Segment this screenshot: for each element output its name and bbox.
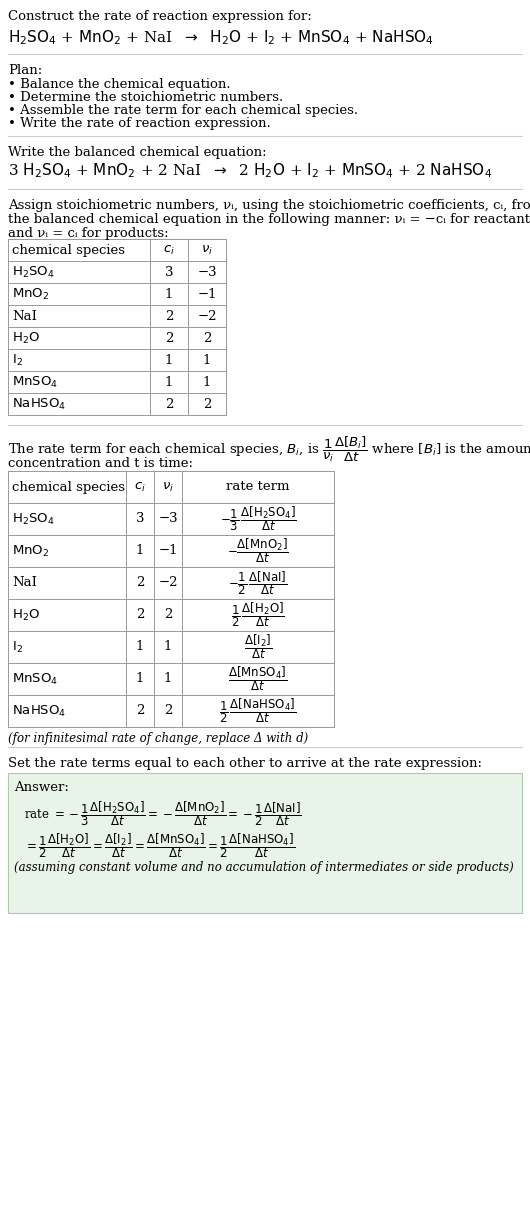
Text: −3: −3 <box>158 512 178 525</box>
Text: $\dfrac{1}{2}\,\dfrac{\Delta[\mathrm{NaHSO_4}]}{\Delta t}$: $\dfrac{1}{2}\,\dfrac{\Delta[\mathrm{NaH… <box>219 697 297 725</box>
Text: • Write the rate of reaction expression.: • Write the rate of reaction expression. <box>8 117 271 130</box>
Text: • Determine the stoichiometric numbers.: • Determine the stoichiometric numbers. <box>8 91 283 104</box>
Text: 3: 3 <box>136 512 144 525</box>
Text: $\mathrm{MnO_2}$: $\mathrm{MnO_2}$ <box>12 286 49 302</box>
Text: 2: 2 <box>164 704 172 718</box>
Text: Answer:: Answer: <box>14 782 69 794</box>
Text: Construct the rate of reaction expression for:: Construct the rate of reaction expressio… <box>8 10 312 23</box>
Text: 2: 2 <box>203 331 211 344</box>
Text: (assuming constant volume and no accumulation of intermediates or side products): (assuming constant volume and no accumul… <box>14 861 514 875</box>
Text: (for infinitesimal rate of change, replace Δ with d): (for infinitesimal rate of change, repla… <box>8 732 308 745</box>
Text: $\mathrm{MnO_2}$: $\mathrm{MnO_2}$ <box>12 544 49 558</box>
Text: 1: 1 <box>165 376 173 389</box>
Text: NaI: NaI <box>12 576 37 590</box>
Text: 1: 1 <box>203 354 211 366</box>
Text: $\mathrm{H_2SO_4}$: $\mathrm{H_2SO_4}$ <box>12 511 55 527</box>
Text: 1: 1 <box>165 354 173 366</box>
Text: NaI: NaI <box>12 309 37 323</box>
Text: • Assemble the rate term for each chemical species.: • Assemble the rate term for each chemic… <box>8 104 358 117</box>
Text: 2: 2 <box>136 576 144 590</box>
Text: 1: 1 <box>165 288 173 301</box>
Text: $\mathrm{NaHSO_4}$: $\mathrm{NaHSO_4}$ <box>12 703 66 719</box>
Text: 3 $\mathrm{H_2SO_4}$ + $\mathrm{MnO_2}$ + 2 NaI  $\rightarrow$  2 $\mathrm{H_2O}: 3 $\mathrm{H_2SO_4}$ + $\mathrm{MnO_2}$ … <box>8 161 492 180</box>
Text: 2: 2 <box>136 609 144 621</box>
Text: $\mathrm{H_2O}$: $\mathrm{H_2O}$ <box>12 608 40 622</box>
Text: 2: 2 <box>165 309 173 323</box>
Text: $\dfrac{\Delta[\mathrm{I_2}]}{\Delta t}$: $\dfrac{\Delta[\mathrm{I_2}]}{\Delta t}$ <box>244 633 272 662</box>
Text: 3: 3 <box>165 266 173 279</box>
Text: $\mathrm{MnSO_4}$: $\mathrm{MnSO_4}$ <box>12 374 58 389</box>
Text: $\mathrm{MnSO_4}$: $\mathrm{MnSO_4}$ <box>12 672 58 686</box>
Text: 2: 2 <box>165 331 173 344</box>
Text: Assign stoichiometric numbers, νᵢ, using the stoichiometric coefficients, cᵢ, fr: Assign stoichiometric numbers, νᵢ, using… <box>8 199 530 211</box>
Text: 2: 2 <box>164 609 172 621</box>
Text: rate term: rate term <box>226 481 290 494</box>
Text: 1: 1 <box>164 640 172 654</box>
Text: 1: 1 <box>136 673 144 685</box>
Text: −2: −2 <box>158 576 178 590</box>
Text: 1: 1 <box>136 545 144 558</box>
Text: $\mathrm{H_2O}$: $\mathrm{H_2O}$ <box>12 331 40 345</box>
Text: $\mathrm{H_2SO_4}$ + $\mathrm{MnO_2}$ + NaI  $\rightarrow$  $\mathrm{H_2O}$ + $\: $\mathrm{H_2SO_4}$ + $\mathrm{MnO_2}$ + … <box>8 28 434 47</box>
Text: 1: 1 <box>203 376 211 389</box>
Text: $c_i$: $c_i$ <box>134 481 146 494</box>
Text: −3: −3 <box>197 266 217 279</box>
Text: rate $= -\dfrac{1}{3}\dfrac{\Delta[\mathrm{H_2SO_4}]}{\Delta t}$$= -\dfrac{\Delt: rate $= -\dfrac{1}{3}\dfrac{\Delta[\math… <box>24 798 302 827</box>
Text: −1: −1 <box>197 288 217 301</box>
Text: 2: 2 <box>136 704 144 718</box>
Text: The rate term for each chemical species, $B_i$, is $\dfrac{1}{\nu_i}\dfrac{\Delt: The rate term for each chemical species,… <box>8 435 530 464</box>
Text: 1: 1 <box>136 640 144 654</box>
Text: $\mathrm{I_2}$: $\mathrm{I_2}$ <box>12 639 23 655</box>
Text: concentration and t is time:: concentration and t is time: <box>8 457 193 470</box>
Text: the balanced chemical equation in the following manner: νᵢ = −cᵢ for reactants: the balanced chemical equation in the fo… <box>8 213 530 226</box>
Text: • Balance the chemical equation.: • Balance the chemical equation. <box>8 79 231 91</box>
Text: $\nu_i$: $\nu_i$ <box>201 244 213 256</box>
Text: −1: −1 <box>158 545 178 558</box>
Text: $c_i$: $c_i$ <box>163 244 175 256</box>
FancyBboxPatch shape <box>8 773 522 913</box>
Text: $-\dfrac{\Delta[\mathrm{MnO_2}]}{\Delta t}$: $-\dfrac{\Delta[\mathrm{MnO_2}]}{\Delta … <box>227 536 289 565</box>
Text: chemical species: chemical species <box>12 244 125 257</box>
Text: $-\dfrac{1}{3}\,\dfrac{\Delta[\mathrm{H_2SO_4}]}{\Delta t}$: $-\dfrac{1}{3}\,\dfrac{\Delta[\mathrm{H_… <box>219 505 296 534</box>
Text: $\mathrm{NaHSO_4}$: $\mathrm{NaHSO_4}$ <box>12 396 66 412</box>
Text: $\mathrm{H_2SO_4}$: $\mathrm{H_2SO_4}$ <box>12 265 55 279</box>
Text: 2: 2 <box>165 397 173 411</box>
Text: $\dfrac{1}{2}\,\dfrac{\Delta[\mathrm{H_2O}]}{\Delta t}$: $\dfrac{1}{2}\,\dfrac{\Delta[\mathrm{H_2… <box>231 600 285 629</box>
Text: $\nu_i$: $\nu_i$ <box>162 481 174 494</box>
Text: Set the rate terms equal to each other to arrive at the rate expression:: Set the rate terms equal to each other t… <box>8 757 482 769</box>
Text: 2: 2 <box>203 397 211 411</box>
Text: $\dfrac{\Delta[\mathrm{MnSO_4}]}{\Delta t}$: $\dfrac{\Delta[\mathrm{MnSO_4}]}{\Delta … <box>228 664 288 693</box>
Text: −2: −2 <box>197 309 217 323</box>
Text: Write the balanced chemical equation:: Write the balanced chemical equation: <box>8 146 267 159</box>
Text: $-\dfrac{1}{2}\,\dfrac{\Delta[\mathrm{NaI}]}{\Delta t}$: $-\dfrac{1}{2}\,\dfrac{\Delta[\mathrm{Na… <box>228 569 288 597</box>
Text: $\mathrm{I_2}$: $\mathrm{I_2}$ <box>12 353 23 367</box>
Text: Plan:: Plan: <box>8 64 42 77</box>
Text: 1: 1 <box>164 673 172 685</box>
Text: and νᵢ = cᵢ for products:: and νᵢ = cᵢ for products: <box>8 227 169 240</box>
Text: $= \dfrac{1}{2}\dfrac{\Delta[\mathrm{H_2O}]}{\Delta t}$$= \dfrac{\Delta[\mathrm{: $= \dfrac{1}{2}\dfrac{\Delta[\mathrm{H_2… <box>24 831 295 860</box>
Text: chemical species: chemical species <box>12 481 125 494</box>
